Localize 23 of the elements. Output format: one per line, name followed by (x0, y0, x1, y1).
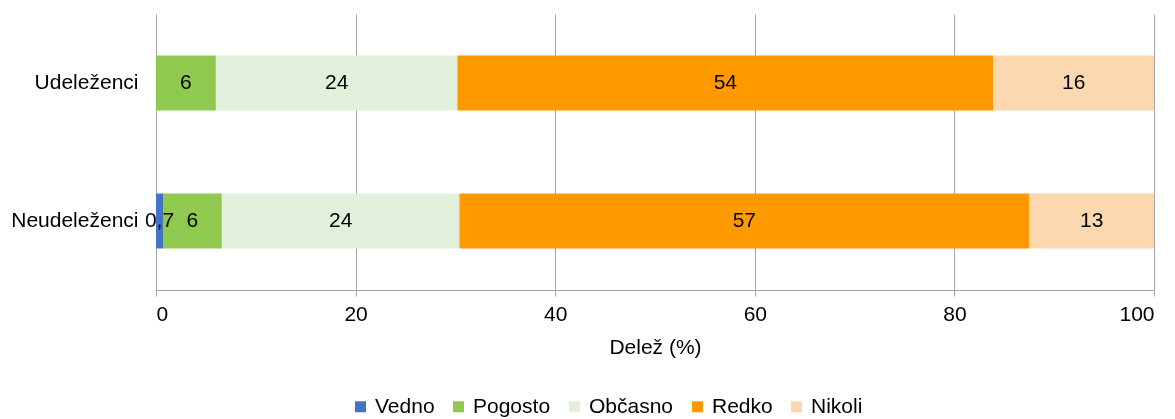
x-tick-label: 60 (743, 301, 767, 325)
data-label: 16 (1061, 70, 1086, 93)
y-tick-label: Udeleženci (34, 70, 139, 93)
data-label: 6 (186, 208, 199, 231)
x-tick-label: 0 (156, 301, 169, 325)
x-axis-title: Delež (%) (609, 334, 702, 358)
data-label: 6 (180, 70, 192, 93)
x-tick-label: 80 (943, 301, 967, 325)
data-label: 0,7 (144, 208, 175, 231)
data-label: 24 (328, 208, 353, 231)
x-tick-label: 100 (1119, 301, 1155, 325)
data-label: 54 (713, 70, 738, 93)
legend-label: Občasno (589, 393, 674, 417)
legend-label: Pogosto (473, 393, 551, 417)
legend-label: Redko (712, 393, 773, 417)
legend-label: Nikoli (811, 393, 863, 417)
y-tick-label: Neudeleženci (11, 208, 139, 231)
legend-label: Vedno (375, 393, 435, 417)
data-label: 24 (324, 70, 349, 93)
data-label: 57 (732, 208, 756, 231)
x-tick-label: 40 (544, 301, 568, 325)
data-label: 13 (1079, 208, 1104, 231)
x-tick-label: 20 (344, 301, 368, 325)
